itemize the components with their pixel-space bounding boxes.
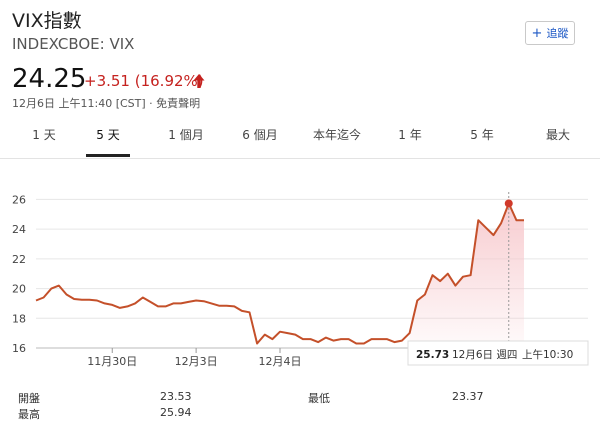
stat-value-low: 23.37 <box>452 390 484 403</box>
x-tick-label: 12月3日 <box>175 355 218 368</box>
y-tick-label: 16 <box>12 342 26 355</box>
tooltip-time: 上午10:30 <box>522 348 573 361</box>
y-tick-label: 20 <box>12 283 26 296</box>
stats-table: 開盤 23.53 最高 25.94 最低 23.37 <box>0 388 600 437</box>
y-tick-label: 22 <box>12 253 26 266</box>
y-tick-label: 24 <box>12 223 26 236</box>
highlight-area <box>409 203 524 348</box>
tab-ytd[interactable]: 本年迄今 <box>312 128 361 142</box>
index-title: VIX指數 <box>12 10 82 32</box>
stat-label-low: 最低 <box>308 392 330 405</box>
price-line <box>35 202 524 345</box>
tooltip-date: 12月6日 週四 <box>452 349 517 361</box>
plus-icon: + <box>531 25 543 41</box>
highlight-point <box>504 199 513 208</box>
stat-label-open: 開盤 <box>18 392 40 405</box>
y-tick-label: 26 <box>12 193 26 206</box>
follow-button[interactable]: + 追蹤 <box>525 21 575 45</box>
x-tick-label: 12月4日 <box>259 355 302 368</box>
stat-value-high: 25.94 <box>160 406 192 419</box>
range-tabs: 1 天 5 天 1 個月 6 個月 本年迄今 1 年 5 年 最大 <box>0 116 600 159</box>
tab-5-days[interactable]: 5 天 <box>86 116 130 157</box>
tab-1-year[interactable]: 1 年 <box>398 128 422 142</box>
y-tick-label: 18 <box>12 312 26 325</box>
quote-timestamp[interactable]: 12月6日 上午11:40 [CST] · 免責聲明 <box>12 97 201 110</box>
tab-5-years[interactable]: 5 年 <box>470 128 494 142</box>
stat-label-high: 最高 <box>18 408 40 421</box>
hover-tooltip: 25.73 12月6日 週四 上午10:30 <box>407 340 589 366</box>
current-price: 24.25 <box>12 64 87 94</box>
up-arrow-icon <box>193 74 205 88</box>
tab-6-months[interactable]: 6 個月 <box>242 128 278 142</box>
tooltip-value: 25.73 <box>416 349 449 361</box>
price-chart[interactable]: 16 18 20 22 24 26 11月30日 12月3日 12月4日 25.73 12月6日… <box>0 170 600 375</box>
stat-value-open: 23.53 <box>160 390 192 403</box>
x-tick-label: 11月30日 <box>87 355 137 368</box>
tab-1-month[interactable]: 1 個月 <box>168 128 204 142</box>
exchange-ticker: INDEXCBOE: VIX <box>12 35 135 53</box>
follow-label: 追蹤 <box>546 27 569 40</box>
tab-max[interactable]: 最大 <box>545 128 570 142</box>
price-change: +3.51 (16.92%) <box>84 72 204 90</box>
tab-1-day[interactable]: 1 天 <box>32 128 56 142</box>
